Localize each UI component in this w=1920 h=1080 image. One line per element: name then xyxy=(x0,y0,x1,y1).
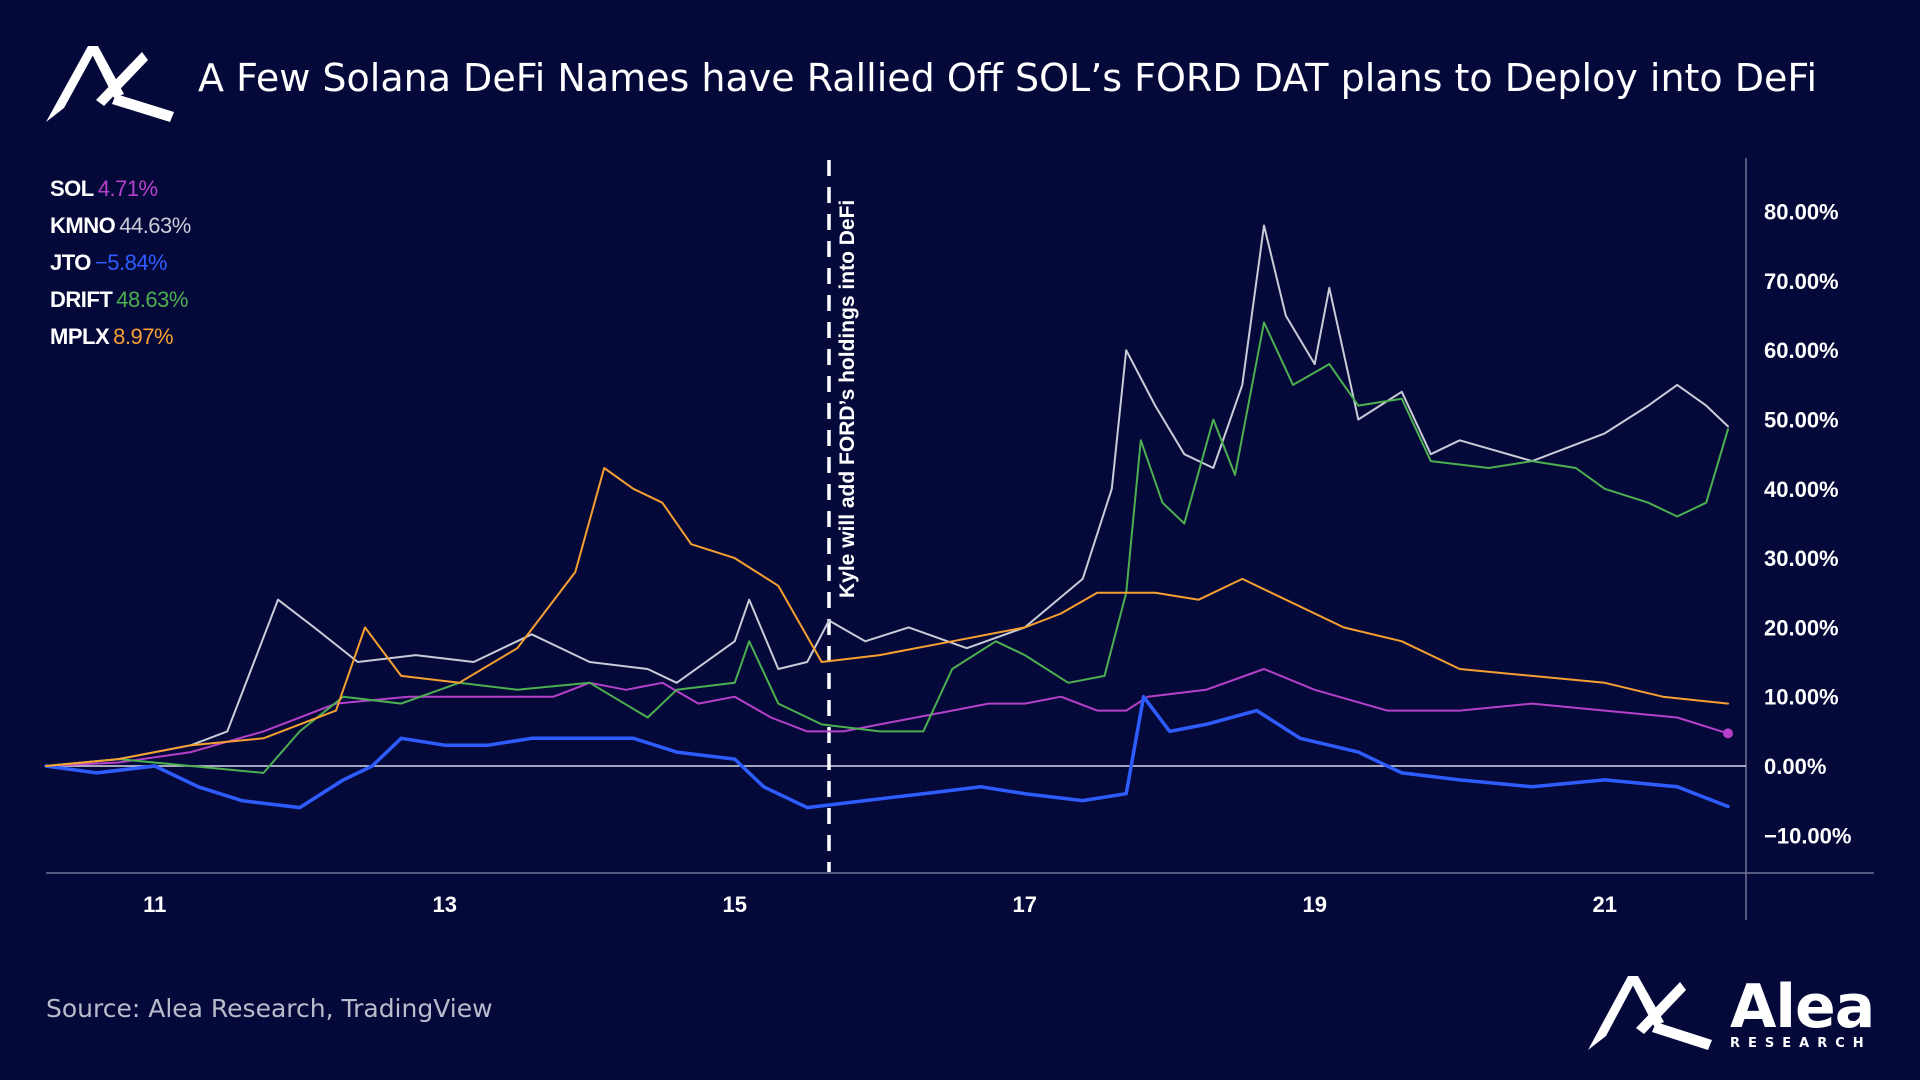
x-tick-label: 11 xyxy=(143,892,166,917)
annotation-label: Kyle will add FORD’s holdings into DeFi xyxy=(836,200,859,598)
y-tick-label: 30.00% xyxy=(1764,546,1839,571)
legend-series-value: −5.84% xyxy=(94,250,168,275)
series-line-sol xyxy=(45,668,1729,767)
legend-series-name: DRIFT xyxy=(50,287,113,312)
y-tick-label: 0.00% xyxy=(1764,754,1826,779)
legend-item-jto: JTO −5.84% xyxy=(50,250,168,276)
y-tick-label: 40.00% xyxy=(1764,477,1839,502)
legend-item-kmno: KMNO 44.63% xyxy=(50,213,191,239)
alea-brand-logo-icon xyxy=(1588,976,1712,1050)
y-tick-label: −10.00% xyxy=(1764,823,1851,848)
legend-item-sol: SOL 4.71% xyxy=(50,176,158,202)
y-tick-label: 20.00% xyxy=(1764,615,1839,640)
series-line-drift xyxy=(45,321,1729,774)
legend-series-value: 4.71% xyxy=(97,176,158,201)
y-tick-label: 70.00% xyxy=(1764,269,1839,294)
brand-name: Alea xyxy=(1730,972,1875,1042)
page-title: A Few Solana DeFi Names have Rallied Off… xyxy=(198,56,1818,100)
x-tick-label: 15 xyxy=(723,892,747,917)
brand-subtitle: RESEARCH xyxy=(1730,1036,1872,1051)
y-tick-label: 80.00% xyxy=(1764,200,1839,225)
alea-logo-icon xyxy=(46,46,174,122)
legend-series-value: 44.63% xyxy=(119,213,191,238)
y-tick-label: 50.00% xyxy=(1764,408,1839,433)
legend-series-value: 48.63% xyxy=(116,287,188,312)
legend-item-drift: DRIFT 48.63% xyxy=(50,287,188,313)
legend-series-name: MPLX xyxy=(50,324,110,349)
x-tick-label: 17 xyxy=(1013,892,1037,917)
legend-series-name: SOL xyxy=(50,176,94,201)
legend-item-mplx: MPLX 8.97% xyxy=(50,324,174,350)
series-end-marker-sol xyxy=(1723,728,1733,739)
series-line-mplx xyxy=(45,467,1729,767)
y-tick-label: 60.00% xyxy=(1764,338,1839,363)
x-tick-label: 19 xyxy=(1303,892,1327,917)
source-note: Source: Alea Research, TradingView xyxy=(46,994,493,1023)
legend-series-name: JTO xyxy=(50,250,91,275)
legend-series-value: 8.97% xyxy=(113,324,174,349)
series-line-kmno xyxy=(45,224,1729,767)
x-tick-label: 13 xyxy=(433,892,457,917)
series-line-jto xyxy=(44,694,1730,810)
y-tick-label: 10.00% xyxy=(1764,685,1839,710)
legend-series-name: KMNO xyxy=(50,213,116,238)
x-tick-label: 21 xyxy=(1593,892,1617,917)
